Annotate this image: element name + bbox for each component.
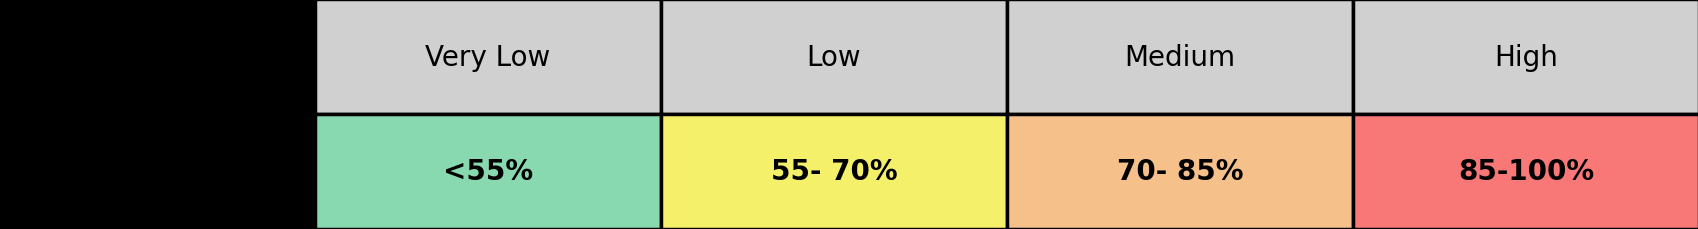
Text: High: High — [1493, 43, 1557, 71]
Bar — [1007, 114, 1352, 229]
Text: Very Low: Very Low — [424, 43, 550, 71]
Text: Medium: Medium — [1124, 43, 1234, 71]
Bar — [314, 114, 661, 229]
Text: 70- 85%: 70- 85% — [1116, 158, 1243, 186]
Bar — [1352, 114, 1698, 229]
Bar — [1007, 0, 1352, 114]
Bar — [314, 0, 661, 114]
Bar — [661, 114, 1007, 229]
Text: 85-100%: 85-100% — [1457, 158, 1593, 186]
Bar — [661, 0, 1007, 114]
Text: <55%: <55% — [443, 158, 533, 186]
Text: Low: Low — [807, 43, 861, 71]
Text: 55- 70%: 55- 70% — [771, 158, 897, 186]
Bar — [1352, 0, 1698, 114]
